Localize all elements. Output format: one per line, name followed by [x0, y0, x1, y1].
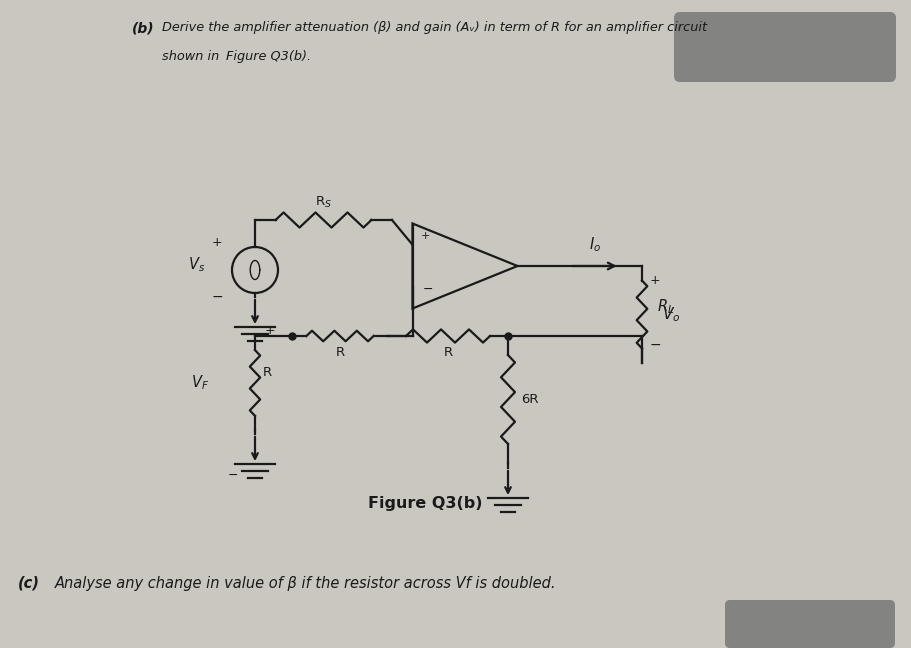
Text: −: −: [211, 290, 223, 304]
Text: +: +: [265, 325, 275, 338]
Text: −: −: [650, 338, 661, 352]
Text: Derive the amplifier attenuation (β) and gain (Aᵥ) in term of R for an amplifier: Derive the amplifier attenuation (β) and…: [162, 21, 707, 34]
Text: Analyse any change in value of β if the resistor across Vf is doubled.: Analyse any change in value of β if the …: [55, 576, 557, 591]
Text: R$_S$: R$_S$: [315, 195, 332, 210]
Text: +: +: [421, 231, 430, 241]
Text: R: R: [335, 346, 344, 359]
Text: +: +: [211, 237, 222, 249]
Text: R$_L$: R$_L$: [657, 297, 674, 316]
Text: (c): (c): [18, 576, 40, 591]
Text: $V_F$: $V_F$: [191, 374, 209, 392]
Text: $V_o$: $V_o$: [662, 306, 681, 325]
Text: −: −: [228, 469, 239, 481]
Text: (b): (b): [132, 21, 155, 35]
FancyBboxPatch shape: [725, 600, 895, 648]
FancyBboxPatch shape: [674, 12, 896, 82]
Text: R: R: [263, 367, 272, 380]
Text: R: R: [444, 346, 453, 359]
Text: shown in  Figure Q3(b).: shown in Figure Q3(b).: [162, 50, 312, 63]
Text: Figure Q3(b): Figure Q3(b): [368, 496, 482, 511]
Text: $V_s$: $V_s$: [189, 256, 206, 274]
Text: 6R: 6R: [521, 393, 538, 406]
Text: −: −: [423, 283, 433, 295]
Text: $I_o$: $I_o$: [589, 235, 601, 254]
Text: +: +: [650, 274, 660, 287]
